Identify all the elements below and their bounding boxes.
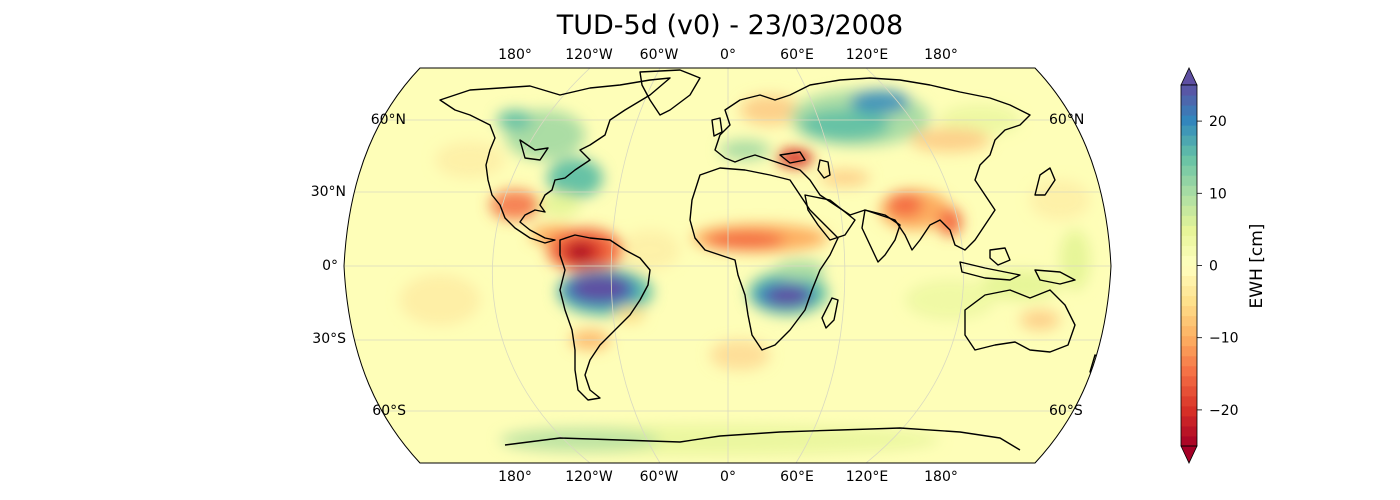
lon-label: 120°E: [846, 469, 889, 485]
coast-hudson-bay: [519, 139, 549, 161]
globe-background: [344, 68, 1111, 463]
colorbar-band: [1181, 365, 1197, 377]
colorbar-band: [1181, 135, 1197, 146]
colorbar: 20 10 0 −10 −20 EWH [cm]: [1180, 67, 1267, 464]
lat-labels-left: 60°N 30°N 0° 30°S 60°S: [311, 112, 406, 419]
colorbar-band: [1181, 195, 1197, 206]
coast-new-guinea: [1034, 269, 1076, 285]
colorbar-tick-label: 20: [1209, 114, 1227, 130]
lat-label: 30°S: [312, 331, 346, 347]
lon-label: 60°E: [780, 469, 814, 485]
coast-japan: [1034, 167, 1056, 196]
colorbar-band: [1181, 415, 1197, 427]
coast-antarctica: [504, 427, 1021, 451]
coast-south-america: [559, 234, 651, 401]
coast-madagascar: [821, 297, 839, 329]
colorbar-ticks: 20 10 0 −10 −20: [1197, 114, 1239, 419]
colorbar-band: [1181, 185, 1197, 196]
lon-labels-top: 180° 120°W 60°W 0° 60°E 120°E 180°: [498, 47, 958, 63]
colorbar-band: [1181, 235, 1197, 246]
colorbar-band: [1181, 405, 1197, 417]
colorbar-band: [1181, 95, 1197, 106]
colorbar-band: [1181, 215, 1197, 226]
coast-uk: [711, 117, 723, 137]
colorbar-max-extension: [1180, 67, 1198, 86]
colorbar-band: [1181, 205, 1197, 216]
coast-india: [861, 209, 901, 263]
coast-indonesia: [959, 261, 1021, 281]
colorbar-band: [1181, 285, 1197, 297]
coast-borneo: [989, 247, 1011, 266]
colorbar-band: [1181, 375, 1197, 387]
colorbar-tick-label: 10: [1209, 186, 1227, 202]
lat-label: 60°S: [1049, 403, 1083, 419]
coast-greenland: [639, 69, 701, 116]
colorbar-band: [1181, 325, 1197, 337]
lon-label: 0°: [720, 469, 736, 485]
lon-label: 180°: [498, 469, 532, 485]
coast-eurasia: [714, 77, 1031, 251]
colorbar-band: [1181, 355, 1197, 367]
colorbar-band: [1181, 385, 1197, 397]
lon-label: 0°: [720, 47, 736, 63]
colorbar-band: [1181, 165, 1197, 176]
lat-labels-right: 60°N 60°S: [1049, 112, 1084, 419]
coast-australia: [964, 289, 1076, 353]
anomaly-layer: [400, 90, 1090, 455]
colorbar-band: [1181, 335, 1197, 347]
colorbar-band: [1181, 155, 1197, 166]
lat-label: 0°: [322, 258, 338, 274]
colorbar-band: [1181, 245, 1197, 256]
colorbar-tick-label: −20: [1209, 403, 1239, 419]
colorbar-band: [1181, 345, 1197, 357]
globe-outline: [343, 67, 1112, 464]
coastlines: [439, 69, 1103, 451]
colorbar-tick-label: 0: [1209, 259, 1218, 275]
lon-label: 120°W: [565, 469, 613, 485]
colorbar-bands: [1181, 85, 1197, 447]
coast-north-america: [439, 77, 671, 244]
colorbar-min-extension: [1180, 445, 1198, 464]
colorbar-band: [1181, 315, 1197, 327]
colorbar-label: EWH [cm]: [1247, 224, 1267, 309]
lon-label: 180°: [924, 47, 958, 63]
lon-labels-bottom: 180° 120°W 60°W 0° 60°E 120°E 180°: [498, 469, 958, 485]
colorbar-band: [1181, 275, 1197, 287]
colorbar-band: [1181, 265, 1197, 277]
colorbar-band: [1181, 175, 1197, 186]
colorbar-band: [1181, 115, 1197, 126]
colorbar-band: [1181, 105, 1197, 116]
lon-label: 180°: [498, 47, 532, 63]
colorbar-band: [1181, 435, 1197, 447]
colorbar-tick-label: −10: [1209, 331, 1239, 347]
lon-label: 60°W: [640, 469, 679, 485]
coast-caspian: [817, 159, 831, 179]
colorbar-band: [1181, 225, 1197, 236]
lat-label: 60°S: [372, 403, 406, 419]
lon-label: 120°W: [565, 47, 613, 63]
lon-label: 120°E: [846, 47, 889, 63]
map-title: TUD-5d (v0) - 23/03/2008: [556, 10, 904, 41]
coast-africa: [689, 167, 839, 351]
colorbar-band: [1181, 125, 1197, 136]
lon-label: 180°: [924, 469, 958, 485]
colorbar-band: [1181, 395, 1197, 407]
colorbar-band: [1181, 85, 1197, 96]
colorbar-band: [1181, 295, 1197, 307]
lon-label: 60°E: [780, 47, 814, 63]
lat-label: 60°N: [1049, 112, 1084, 128]
colorbar-band: [1181, 145, 1197, 156]
colorbar-band: [1181, 425, 1197, 437]
colorbar-band: [1181, 305, 1197, 317]
colorbar-band: [1181, 255, 1197, 266]
graticule: [344, 68, 1111, 463]
coast-black-sea: [779, 151, 806, 164]
lon-label: 60°W: [640, 47, 679, 63]
lat-label: 30°N: [311, 184, 346, 200]
coast-arabia: [804, 194, 856, 241]
lat-label: 60°N: [371, 112, 406, 128]
